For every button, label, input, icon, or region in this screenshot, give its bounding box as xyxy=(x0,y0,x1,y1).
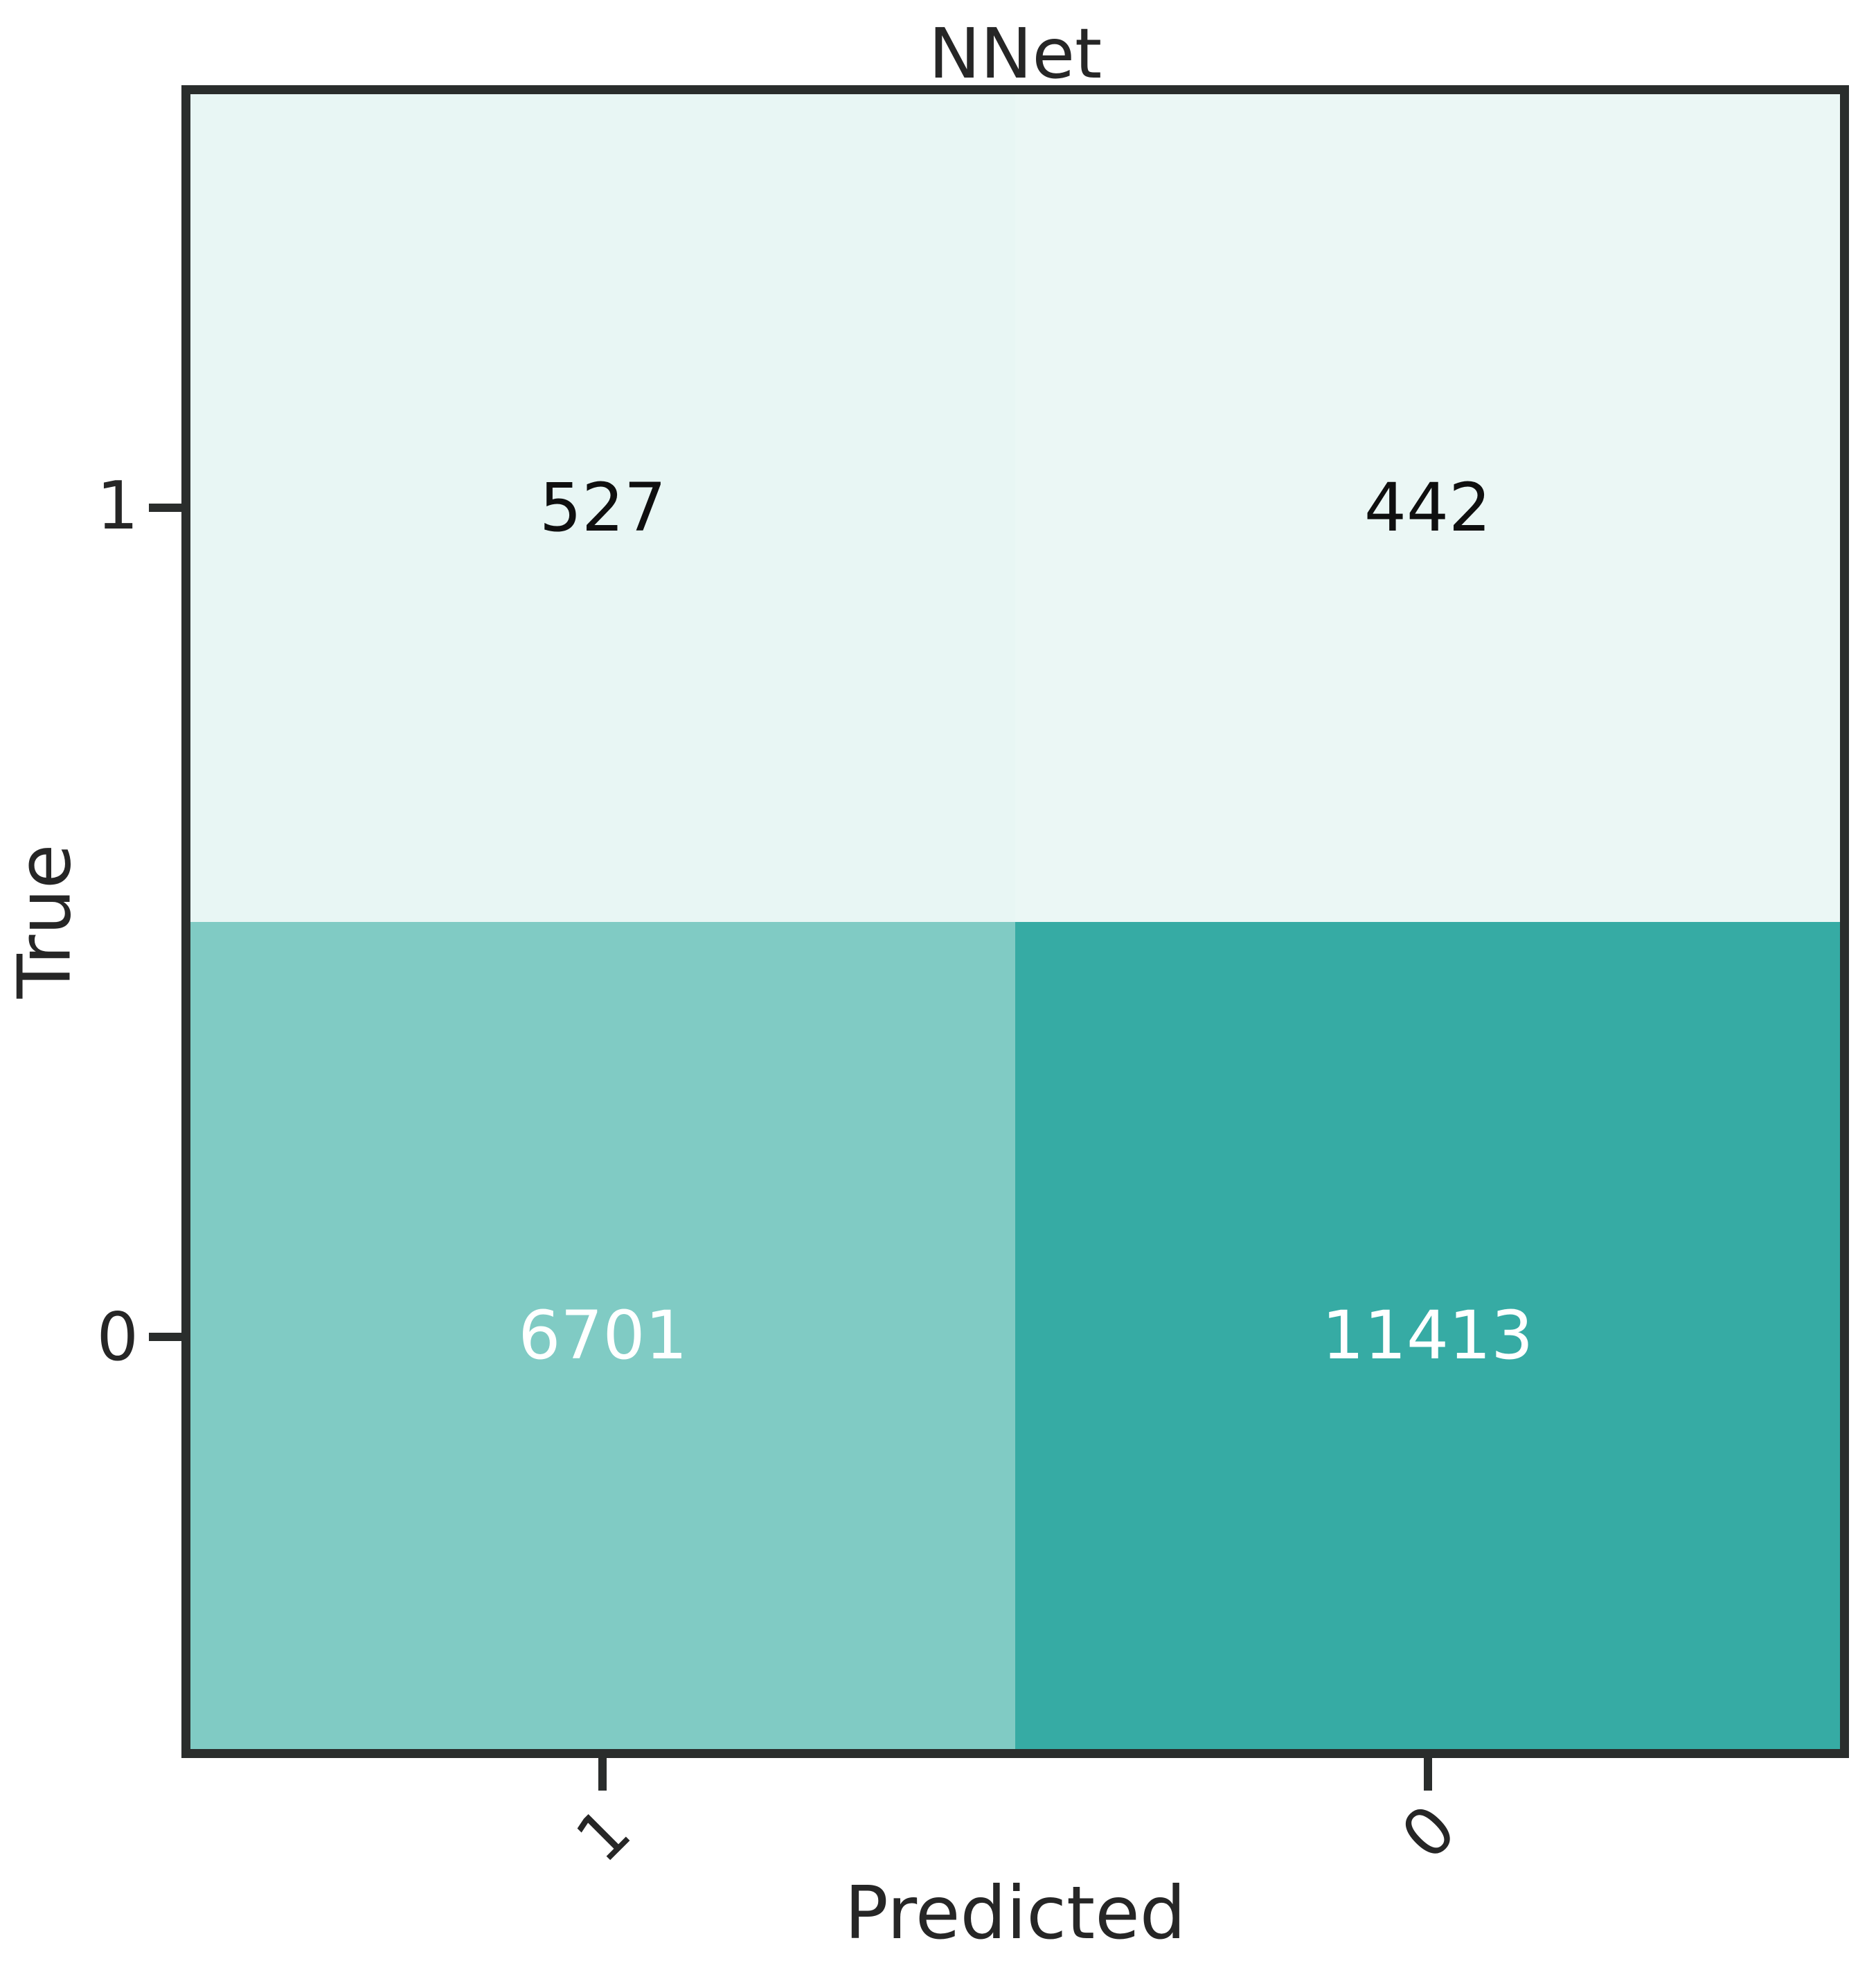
y-axis-label: True xyxy=(2,844,87,999)
y-tick-label-1: 1 xyxy=(96,468,139,544)
x-tick-mark-1 xyxy=(598,1758,607,1791)
heatmap-cell-true1-pred1: 527 xyxy=(190,94,1015,922)
heatmap-plot: 527 442 6701 11413 xyxy=(181,85,1849,1758)
x-tick-mark-0 xyxy=(1424,1758,1432,1791)
y-tick-mark-0 xyxy=(149,1333,181,1341)
y-tick-label-0: 0 xyxy=(96,1299,139,1376)
x-tick-label-1: 1 xyxy=(562,1793,645,1877)
heatmap-cell-true0-pred0: 11413 xyxy=(1015,921,1840,1749)
heatmap-cell-true0-pred1: 6701 xyxy=(190,921,1015,1749)
y-tick-mark-1 xyxy=(149,504,181,512)
chart-title: NNet xyxy=(928,13,1102,94)
x-tick-label-0: 0 xyxy=(1387,1791,1471,1874)
x-axis-label: Predicted xyxy=(844,1870,1186,1955)
heatmap-cell-true1-pred0: 442 xyxy=(1015,94,1840,922)
